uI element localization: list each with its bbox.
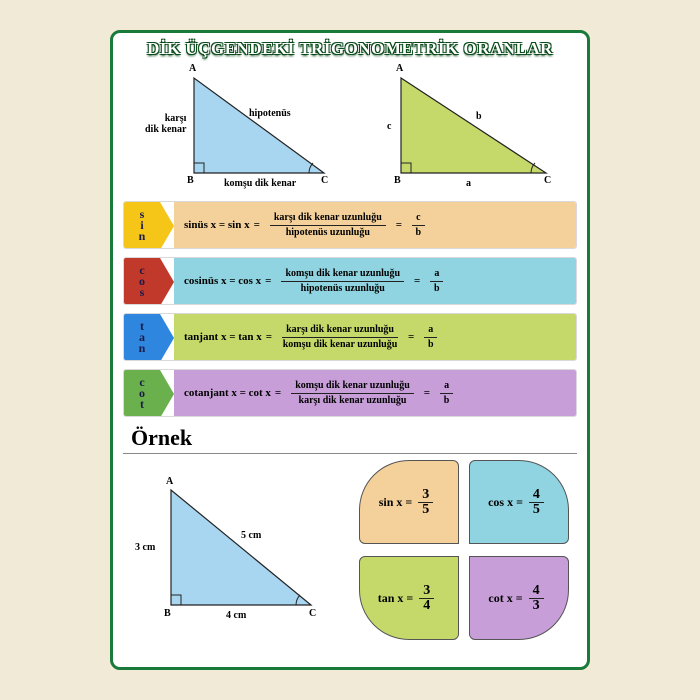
- tan-body: tanjant x = tan x=karşı dik kenar uzunlu…: [174, 314, 576, 360]
- vertex-a: A: [189, 63, 196, 74]
- petal-inner: cos x = 45: [488, 489, 550, 516]
- page-title: DİK ÜÇGENDEKİ TRİGONOMETRİK ORANLAR: [123, 39, 577, 59]
- formula-row-sin: sin sinüs x = sin x=karşı dik kenar uzunl…: [123, 201, 577, 249]
- cos-tab: cos: [124, 258, 160, 304]
- cot-tab: cot: [124, 370, 160, 416]
- symbol-fraction: cb: [412, 212, 424, 239]
- sin-body: sinüs x = sin x=karşı dik kenar uzunluğu…: [174, 202, 576, 248]
- side-a: a: [466, 178, 471, 189]
- hypotenuse-label: hipotenüs: [249, 108, 291, 119]
- vertex-a2: A: [396, 63, 403, 74]
- word-fraction: karşı dik kenar uzunluğuhipotenüs uzunlu…: [270, 212, 386, 239]
- formula-row-tan: tan tanjant x = tan x=karşı dik kenar uzu…: [123, 313, 577, 361]
- word-fraction: komşu dik kenar uzunluğukarşı dik kenar …: [291, 380, 414, 407]
- triangle-sides: A B C c a b: [371, 63, 561, 193]
- lhs: cotanjant x = cot x: [184, 387, 271, 399]
- lhs: sinüs x = sin x: [184, 219, 250, 231]
- cos-body: cosinüs x = cos x=komşu dik kenar uzunlu…: [174, 258, 576, 304]
- result-petals: sin x = 35 cos x = 45 tan x = 34 cot x =…: [359, 460, 569, 640]
- triangle-labeled: A B C karşı dik kenar komşu dik kenar hi…: [139, 63, 339, 193]
- example-title: Örnek: [131, 425, 577, 451]
- triangle2-svg: [371, 63, 561, 193]
- formula-row-cot: cot cotanjant x = cot x=komşu dik kenar u…: [123, 369, 577, 417]
- symbol-fraction: ab: [430, 268, 443, 295]
- symbol-fraction: ab: [440, 380, 453, 407]
- tan-tab: tan: [124, 314, 160, 360]
- ex-side-a: 4 cm: [226, 610, 246, 621]
- symbol-fraction: ab: [424, 324, 437, 351]
- opposite-label: karşı dik kenar: [145, 113, 186, 135]
- example-triangle: A B C 3 cm 4 cm 5 cm: [131, 470, 331, 630]
- adjacent-label: komşu dik kenar: [224, 178, 296, 189]
- arrow-icon: [160, 370, 174, 417]
- word-fraction: komşu dik kenar uzunluğuhipotenüs uzunlu…: [281, 268, 404, 295]
- petal-inner: cot x = 43: [488, 585, 549, 612]
- petal-tan: tan x = 34: [359, 556, 459, 640]
- petal-cos: cos x = 45: [469, 460, 569, 544]
- arrow-icon: [160, 258, 174, 305]
- formula-row-cos: cos cosinüs x = cos x=komşu dik kenar uzu…: [123, 257, 577, 305]
- arrow-icon: [160, 314, 174, 361]
- vertex-c: C: [321, 175, 328, 186]
- sin-tab: sin: [124, 202, 160, 248]
- petal-inner: tan x = 34: [378, 585, 441, 612]
- ex-side-b: 5 cm: [241, 530, 261, 541]
- petal-sin: sin x = 35: [359, 460, 459, 544]
- lhs: tanjant x = tan x: [184, 331, 262, 343]
- vertex-c2: C: [544, 175, 551, 186]
- ex-side-c: 3 cm: [135, 542, 155, 553]
- ex-c: C: [309, 608, 316, 619]
- triangles-row: A B C karşı dik kenar komşu dik kenar hi…: [123, 63, 577, 193]
- side-c: c: [387, 121, 391, 132]
- divider: [123, 453, 577, 454]
- example-row: A B C 3 cm 4 cm 5 cm sin x = 35 cos x = …: [123, 460, 577, 640]
- ex-b: B: [164, 608, 171, 619]
- petal-cot: cot x = 43: [469, 556, 569, 640]
- cot-body: cotanjant x = cot x=komşu dik kenar uzun…: [174, 370, 576, 416]
- arrow-icon: [160, 202, 174, 249]
- triangle3-svg: [131, 470, 331, 630]
- lhs: cosinüs x = cos x: [184, 275, 261, 287]
- word-fraction: karşı dik kenar uzunluğukomşu dik kenar …: [282, 324, 398, 351]
- vertex-b2: B: [394, 175, 401, 186]
- vertex-b: B: [187, 175, 194, 186]
- petal-inner: sin x = 35: [379, 489, 440, 516]
- ex-a: A: [166, 476, 173, 487]
- side-b: b: [476, 111, 482, 122]
- formula-list: sin sinüs x = sin x=karşı dik kenar uzunl…: [123, 201, 577, 417]
- poster: DİK ÜÇGENDEKİ TRİGONOMETRİK ORANLAR A B …: [110, 30, 590, 670]
